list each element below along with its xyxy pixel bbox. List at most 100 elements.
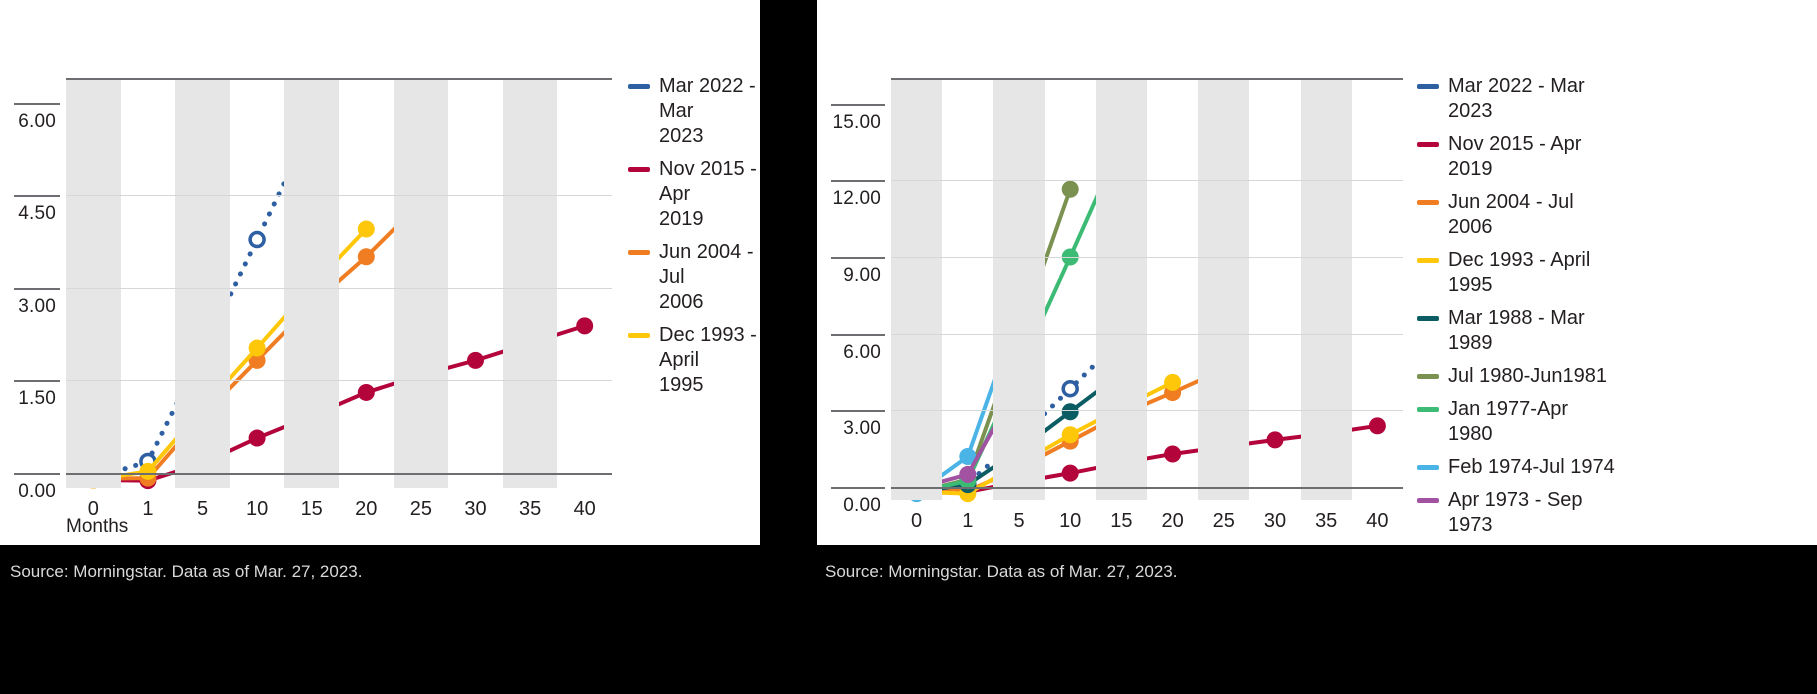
data-point-marker <box>1061 426 1079 444</box>
x-tick-label: 0 <box>87 498 99 520</box>
left-y-axis: 0.00 1.50 3.00 4.50 6.00 <box>0 0 62 545</box>
x-tick-label: 35 <box>1315 510 1338 532</box>
y-tick-rule <box>831 487 885 490</box>
x-tick-label: 20 <box>1161 510 1184 532</box>
plot-band <box>1300 78 1352 500</box>
left-x-axis: 0 1 5 10 15 20 25 30 35 40 <box>66 494 612 524</box>
right-source-caption: Source: Morningstar. Data as of Mar. 27,… <box>825 562 1178 581</box>
legend-swatch-icon <box>628 333 650 338</box>
legend-label: Mar 1988 - Mar 1989 <box>1448 307 1585 354</box>
legend-item-2[interactable]: Nov 2015 - Apr 2019 <box>628 157 768 232</box>
legend-item-3[interactable]: Jun 2004 - Jul 2006 <box>628 240 768 315</box>
x-tick-label: 5 <box>196 498 209 520</box>
legend-swatch-icon <box>1417 84 1439 89</box>
y-tick-label: 3.00 <box>18 295 56 317</box>
x-tick-label: 40 <box>1366 510 1389 532</box>
x-tick-label: 20 <box>355 498 378 520</box>
x-tick-label: 25 <box>409 498 433 520</box>
y-tick-rule <box>14 380 60 383</box>
legend-label: Jan 1977-Apr 1980 <box>1448 398 1569 445</box>
legend-swatch-icon <box>628 250 650 255</box>
plot-band <box>393 78 449 488</box>
y-tick-rule <box>14 195 60 198</box>
right-x-axis: 0 1 5 10 15 20 25 30 35 40 <box>891 506 1403 536</box>
data-point-marker <box>248 351 266 369</box>
x-tick-label: 5 <box>1013 510 1025 532</box>
data-point-marker <box>1061 403 1079 421</box>
legend-swatch-icon <box>1417 465 1439 470</box>
data-point-marker <box>357 383 375 401</box>
right-chart-card: 0.00 3.00 6.00 9.00 12.00 15.00 0 1 5 10 15 20 25 30… <box>817 0 1817 545</box>
plot-gridline <box>891 257 1403 259</box>
x-tick-label: 1 <box>962 510 974 532</box>
right-chart-panel: 0.00 3.00 6.00 9.00 12.00 15.00 0 1 5 10 15 20 25 30… <box>817 0 1817 694</box>
plot-band <box>1095 78 1147 500</box>
plot-top-rule <box>891 78 1403 80</box>
y-tick-label: 0.00 <box>843 495 881 517</box>
y-tick-label: 1.50 <box>18 388 56 410</box>
legend-item-5[interactable]: Mar 1988 - Mar 1989 <box>1417 306 1617 356</box>
legend-item-7[interactable]: Jan 1977-Apr 1980 <box>1417 397 1617 447</box>
data-point-marker <box>1061 464 1079 482</box>
plot-top-rule <box>66 78 612 80</box>
x-tick-label: 15 <box>300 498 323 520</box>
y-tick-label: 12.00 <box>832 188 881 210</box>
data-point-marker <box>1368 417 1386 435</box>
plot-band <box>1198 78 1250 500</box>
data-point-marker <box>248 429 266 447</box>
data-point-marker <box>467 351 484 369</box>
legend-label: Jun 2004 - Jul 2006 <box>1448 191 1574 238</box>
x-tick-label: 25 <box>1212 510 1235 532</box>
legend-swatch-icon <box>1417 258 1439 263</box>
x-tick-label: 35 <box>518 498 542 520</box>
data-point-marker <box>959 465 977 483</box>
legend-label: Jul 1980-Jun1981 <box>1448 365 1608 387</box>
left-x-axis-title: Months <box>66 516 129 537</box>
y-tick-label: 6.00 <box>843 341 881 363</box>
y-tick-label: 15.00 <box>832 111 881 133</box>
legend-item-3[interactable]: Jun 2004 - Jul 2006 <box>1417 190 1617 240</box>
y-tick-label: 6.00 <box>18 110 56 132</box>
y-tick-label: 3.00 <box>843 418 881 440</box>
legend-label: Dec 1993 - April 1995 <box>659 324 757 396</box>
plot-gridline <box>66 472 612 475</box>
left-plot-area <box>66 78 612 490</box>
x-tick-label: 10 <box>1059 510 1082 532</box>
plot-band <box>175 78 230 488</box>
y-tick-rule <box>831 180 885 183</box>
data-point-marker <box>357 220 375 238</box>
legend-label: Nov 2015 - Apr 2019 <box>1448 133 1582 180</box>
left-chart-card: 0.00 1.50 3.00 4.50 6.00 0 1 5 10 15 20 25 30 35 40 M… <box>0 0 760 545</box>
legend-item-6[interactable]: Jul 1980-Jun1981 <box>1417 364 1617 389</box>
right-legend: Mar 2022 - Mar 2023 Nov 2015 - Apr 2019 Ju… <box>1417 74 1617 546</box>
y-tick-rule <box>831 410 885 413</box>
legend-item-4[interactable]: Dec 1993 - April 1995 <box>628 323 768 398</box>
plot-gridline <box>891 487 1403 490</box>
legend-label: Apr 1973 - Sep 1973 <box>1448 489 1583 536</box>
plot-gridline <box>891 410 1403 412</box>
data-point-marker <box>139 462 157 480</box>
x-tick-label: 1 <box>142 498 154 520</box>
legend-item-9[interactable]: Apr 1973 - Sep 1973 <box>1417 488 1617 538</box>
plot-gridline <box>891 333 1403 335</box>
legend-label: Jun 2004 - Jul 2006 <box>659 241 754 313</box>
data-point-marker <box>357 248 375 266</box>
plot-gridline <box>66 287 612 289</box>
legend-swatch-icon <box>1417 316 1439 321</box>
x-tick-label: 15 <box>1110 510 1133 532</box>
legend-item-4[interactable]: Dec 1993 - April 1995 <box>1417 248 1617 298</box>
legend-item-1[interactable]: Mar 2022 - Mar 2023 <box>1417 74 1617 124</box>
plot-band <box>891 78 943 500</box>
legend-label: Mar 2022 - Mar 2023 <box>1448 75 1585 122</box>
data-point-marker <box>248 339 266 357</box>
plot-gridline <box>66 195 612 197</box>
legend-item-1[interactable]: Mar 2022 - Mar 2023 <box>628 74 768 149</box>
legend-item-2[interactable]: Nov 2015 - Apr 2019 <box>1417 132 1617 182</box>
legend-swatch-icon <box>1417 142 1439 147</box>
right-plot-area <box>891 78 1403 503</box>
legend-swatch-icon <box>628 167 650 172</box>
legend-swatch-icon <box>1417 407 1439 412</box>
y-tick-rule <box>831 333 885 336</box>
legend-item-8[interactable]: Feb 1974-Jul 1974 <box>1417 455 1617 480</box>
